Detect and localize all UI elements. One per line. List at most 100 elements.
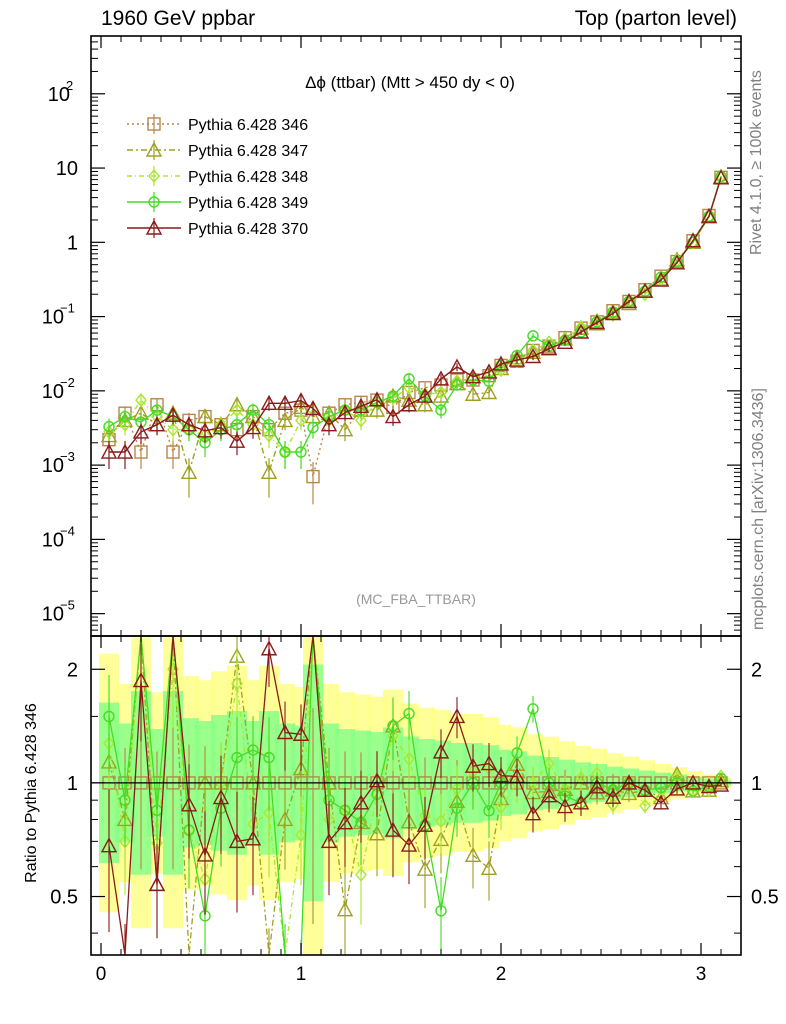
- data-point: [260, 394, 278, 410]
- ratio-point: [368, 825, 386, 841]
- data-point: [480, 384, 498, 400]
- data-point: [703, 210, 715, 222]
- ratio-point: [527, 775, 539, 790]
- data-point: [134, 445, 148, 459]
- data-point: [231, 419, 243, 431]
- ratio-point: [556, 798, 574, 814]
- data-point: [263, 419, 275, 431]
- legend-entry: Pythia 6.428 347: [127, 140, 308, 160]
- ratio-point: [132, 672, 150, 688]
- legend-marker: [147, 117, 161, 131]
- ratio-point: [668, 780, 686, 796]
- legend: Pythia 6.428 346 Pythia 6.428 347 Pythia 6…: [127, 114, 308, 238]
- y-tick-label: 10: [42, 455, 64, 477]
- ratio-point: [700, 778, 718, 794]
- data-point: [119, 410, 131, 423]
- data-point: [368, 391, 386, 407]
- data-point: [132, 423, 150, 439]
- data-point: [432, 387, 450, 403]
- data-point: [304, 399, 322, 416]
- data-point: [403, 373, 415, 385]
- ratio-point: [527, 703, 539, 715]
- data-point: [639, 285, 651, 297]
- ratio-point: [572, 794, 590, 810]
- ratio-point: [352, 794, 370, 810]
- ratio-point: [712, 776, 730, 792]
- ratio-point: [480, 859, 498, 876]
- ratio-plot-frame: [90, 635, 742, 956]
- data-point: [556, 333, 574, 350]
- ratio-point: [715, 772, 727, 785]
- ratio-y-tick-label-right: 1: [751, 773, 762, 795]
- ratio-point: [636, 781, 654, 797]
- ratio-point: [403, 751, 415, 766]
- legend-label: Pythia 6.428 348: [188, 169, 308, 186]
- main-series-group: [100, 168, 730, 505]
- data-point: [403, 380, 415, 395]
- header-left-title: 1960 GeV ppbar: [101, 7, 256, 30]
- data-point: [416, 396, 434, 412]
- y-tick-exponent: −5: [60, 598, 75, 613]
- y-tick-label: 10: [56, 158, 78, 180]
- chart-title: Δϕ (ttbar) (Mtt > 450 dy < 0): [305, 73, 515, 92]
- ratio-point: [403, 707, 415, 720]
- ratio-point: [492, 767, 510, 783]
- ratio-point: [480, 755, 498, 771]
- data-point: [228, 432, 246, 448]
- data-point: [352, 397, 370, 413]
- ratio-y-tick-label-right: 0.5: [751, 887, 779, 909]
- ratio-point: [244, 830, 262, 846]
- ratio-point: [247, 744, 259, 756]
- ratio-point: [231, 751, 243, 764]
- data-point: [639, 287, 651, 302]
- ratio-point: [368, 772, 386, 788]
- data-point: [100, 443, 118, 459]
- legend-label: Pythia 6.428 349: [188, 195, 308, 212]
- x-tick-label: 0: [96, 964, 107, 985]
- ratio-point: [276, 811, 294, 827]
- y-tick-exponent: −2: [60, 375, 75, 390]
- data-point: [620, 292, 638, 309]
- data-point: [400, 396, 418, 412]
- ratio-point: [148, 875, 166, 892]
- x-tick-label: 3: [696, 964, 707, 985]
- ratio-point: [119, 834, 131, 849]
- series-line: [108, 175, 722, 454]
- legend-entry: Pythia 6.428 349: [127, 192, 308, 212]
- data-point: [180, 416, 198, 432]
- y-tick-label: 1: [67, 232, 78, 254]
- ratio-line: [108, 635, 722, 956]
- ratio-point: [100, 837, 118, 853]
- ratio-point: [575, 771, 587, 786]
- ratio-point: [540, 787, 558, 803]
- ratio-point: [524, 805, 542, 821]
- data-point: [508, 351, 526, 367]
- watermark: (MC_FBA_TTBAR): [356, 591, 476, 607]
- series-2: [100, 168, 730, 498]
- ratio-point: [228, 832, 246, 849]
- ratio-point: [511, 747, 523, 759]
- ratio-point: [703, 783, 715, 798]
- data-point: [652, 271, 670, 287]
- ratio-point: [652, 794, 670, 810]
- data-point: [336, 421, 354, 437]
- legend-entry: Pythia 6.428 370: [127, 218, 308, 238]
- data-point: [295, 446, 307, 458]
- legend-marker: [148, 168, 160, 184]
- data-point: [148, 416, 166, 432]
- ratio-series-5: [100, 635, 730, 956]
- data-point: [588, 314, 606, 330]
- y-tick-exponent: −1: [60, 301, 75, 316]
- ratio-point: [495, 799, 507, 815]
- ratio-point: [196, 846, 214, 862]
- y-tick-label: 10: [42, 604, 64, 626]
- ratio-point: [231, 676, 243, 691]
- y-tick-label: 10: [42, 529, 64, 551]
- ratio-point: [336, 901, 354, 917]
- data-point: [196, 422, 214, 438]
- ratio-point: [180, 796, 198, 812]
- series-3: [103, 168, 727, 470]
- ratio-point: [451, 802, 463, 814]
- data-point: [307, 421, 319, 434]
